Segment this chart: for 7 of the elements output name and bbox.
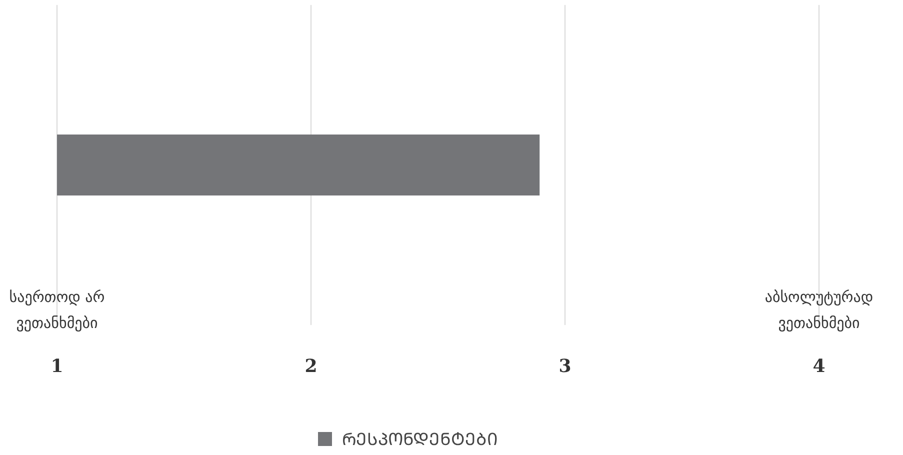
x-tick-label: 1: [50, 356, 64, 377]
legend-label: ᲠᲔᲡᲞᲝᲜᲓᲔᲜᲢᲔᲑᲘ: [342, 430, 498, 450]
annotation: აბსოლუტურად ვეთანხმები: [764, 288, 874, 332]
x-tick-label: 3: [558, 356, 572, 377]
annotation: საერთოდ არ ვეთანხმები: [9, 288, 105, 332]
x-tick-label: 4: [812, 356, 826, 377]
x-tick-label: 2: [304, 356, 318, 377]
